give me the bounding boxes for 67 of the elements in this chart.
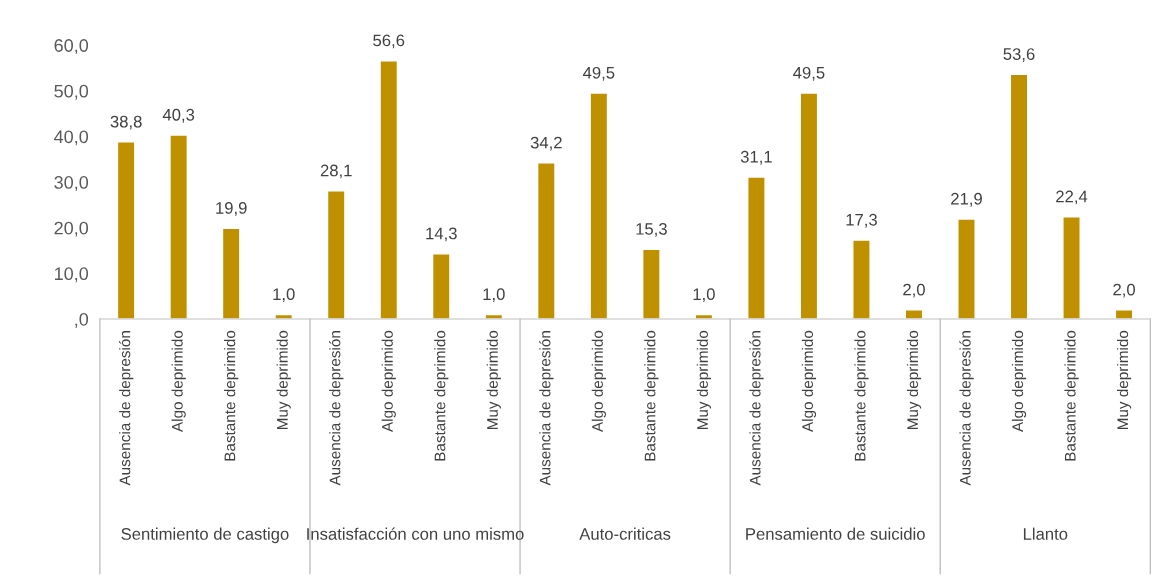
x-tick-label: Ausencia de depresión (539, 331, 554, 486)
y-tick-label: 20,0 (54, 221, 89, 237)
x-tick-label: Algo deprimido (801, 330, 817, 433)
x-tick-label: Bastante deprimido (434, 330, 449, 461)
data-label: 38,8 (110, 115, 142, 130)
x-tick-label: Muy deprimido (1116, 330, 1132, 430)
x-tick-label: Ausencia de depresión (959, 331, 974, 486)
bar (221, 227, 241, 320)
text: Insatisfacción con uno mismo (307, 527, 524, 540)
x-tick-label: Bastante deprimido (224, 330, 239, 461)
bar (799, 92, 819, 320)
y-tick-label: ,0 (75, 312, 89, 328)
y-tick-label: 60,0 (54, 39, 89, 55)
y-tick-label: 10,0 (55, 267, 89, 283)
bar (957, 218, 976, 320)
data-label: 21,9 (951, 192, 982, 207)
x-tick-label: Algo deprimido (591, 330, 606, 433)
x-tick-label: Muy deprimido (276, 330, 291, 430)
data-label: 1,0 (273, 288, 295, 303)
y-tick-label: 40,0 (54, 130, 89, 146)
bar (169, 134, 189, 320)
bar (379, 59, 399, 320)
x-tick-label: Bastante deprimido (854, 330, 869, 461)
x-tick-label: Bastante deprimido (1064, 330, 1079, 461)
x-tick-label: Muy deprimido (486, 330, 501, 430)
x-tick-label: Muy deprimido (696, 330, 711, 430)
bar (852, 239, 871, 320)
x-tick-label: Ausencia de depresión (749, 331, 764, 486)
data-label: 15,3 (636, 222, 667, 237)
data-label: 17,3 (846, 213, 877, 228)
y-tick-label: 30,0 (54, 176, 89, 191)
data-label: 1,0 (483, 288, 505, 303)
text: Auto-criticas (579, 527, 671, 540)
text: Pensamiento de suicidio (746, 527, 925, 540)
text: Sentimiento de castigo (121, 527, 289, 544)
data-label: 53,6 (1003, 48, 1035, 62)
data-label: 19,9 (216, 201, 247, 216)
bar (747, 176, 766, 320)
data-label: 34,2 (530, 136, 562, 151)
bar (1062, 216, 1081, 320)
data-label: 28,1 (320, 164, 352, 179)
x-tick-label: Muy deprimido (906, 330, 922, 430)
bar (642, 248, 661, 320)
bar (589, 92, 609, 320)
data-label: 1,0 (693, 288, 715, 303)
data-label: 31,1 (740, 150, 772, 165)
x-tick-label: Bastante deprimido (644, 330, 659, 461)
data-label: 14,3 (426, 227, 457, 242)
data-label: 49,5 (583, 66, 615, 81)
bar (116, 141, 136, 320)
data-label: 22,4 (1056, 190, 1088, 205)
data-label: 2,0 (903, 283, 925, 298)
bar (431, 253, 451, 320)
bar (1009, 73, 1029, 320)
x-tick-label: Algo deprimido (1011, 330, 1027, 433)
text: Llanto (1023, 527, 1068, 540)
data-label: 40,3 (162, 108, 195, 123)
data-label: 49,5 (793, 66, 825, 81)
bar (536, 162, 556, 320)
x-tick-label: Ausencia de depresión (329, 331, 344, 486)
data-label: 2,0 (1113, 283, 1135, 298)
bar (326, 190, 346, 320)
x-tick-label: Algo deprimido (381, 330, 396, 433)
x-tick-label: Algo deprimido (171, 330, 186, 433)
data-label: 56,6 (373, 34, 405, 49)
x-tick-label: Ausencia de depresión (118, 331, 134, 486)
y-tick-label: 50,0 (54, 84, 89, 100)
